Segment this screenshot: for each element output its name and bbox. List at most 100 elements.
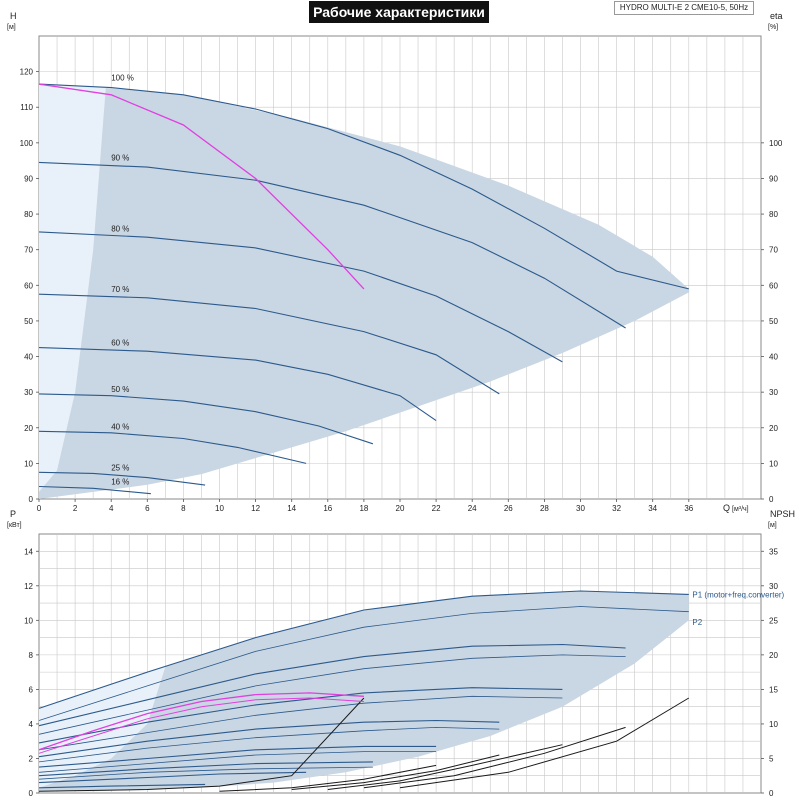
y-tick-label: 0 xyxy=(29,495,34,504)
y-tick-label: 60 xyxy=(24,281,33,290)
p1-curve xyxy=(38,719,500,758)
y-right-tick-label: 90 xyxy=(769,174,778,183)
x-tick-label: 28 xyxy=(540,504,549,513)
series-label: P2 xyxy=(692,618,702,627)
x-tick-label: 8 xyxy=(181,504,186,513)
y-right-axis-unit: [%] xyxy=(768,24,778,31)
p1-curve xyxy=(38,590,689,709)
y-right-tick-label: 15 xyxy=(769,685,778,694)
operating-range-band xyxy=(39,84,689,499)
speed-label: 50 % xyxy=(111,385,129,394)
npsh-curve xyxy=(291,754,500,790)
x-tick-label: 22 xyxy=(432,504,441,513)
y-right-tick-label: 100 xyxy=(769,139,783,148)
speed-label: 90 % xyxy=(111,153,129,162)
speed-label: 40 % xyxy=(111,422,129,431)
x-tick-label: 34 xyxy=(648,504,657,513)
y-right-tick-label: 35 xyxy=(769,547,778,556)
x-tick-label: 26 xyxy=(504,504,513,513)
y-right-axis-label: NPSH xyxy=(770,509,795,519)
x-axis-unit: [м³/ч] xyxy=(732,506,749,513)
y-tick-label: 0 xyxy=(29,789,34,798)
y-tick-label: 12 xyxy=(24,582,33,591)
y-right-tick-label: 70 xyxy=(769,246,778,255)
series-label: P1 (motor+freq.converter) xyxy=(692,590,784,599)
y-tick-label: 2 xyxy=(29,754,34,763)
y-right-tick-label: 30 xyxy=(769,388,778,397)
low-flow-region xyxy=(39,84,106,492)
y-tick-label: 100 xyxy=(20,139,34,148)
y-tick-label: 110 xyxy=(20,103,33,112)
y-right-tick-label: 25 xyxy=(769,616,778,625)
x-tick-label: 6 xyxy=(145,504,150,513)
x-tick-label: 24 xyxy=(468,504,477,513)
p2-curve xyxy=(38,766,373,780)
x-tick-label: 16 xyxy=(323,504,332,513)
x-tick-label: 2 xyxy=(73,504,78,513)
y-right-tick-label: 50 xyxy=(769,317,778,326)
head-curve xyxy=(38,347,437,422)
y-axis-unit: [м] xyxy=(7,24,16,31)
p2-curve xyxy=(38,726,500,763)
head-curve xyxy=(38,231,563,363)
y-axis-label: P xyxy=(10,509,16,519)
x-tick-label: 10 xyxy=(215,504,224,513)
y-right-axis-label: eta xyxy=(770,11,783,21)
y-axis-label: H xyxy=(10,11,17,21)
y-tick-label: 10 xyxy=(24,459,33,468)
x-tick-label: 0 xyxy=(37,504,42,513)
p1-curve xyxy=(38,643,626,727)
x-tick-label: 30 xyxy=(576,504,585,513)
speed-label: 100 % xyxy=(111,73,134,82)
y-tick-label: 50 xyxy=(24,317,33,326)
p1-curve xyxy=(38,771,307,784)
y-axis-unit: [кВт] xyxy=(7,522,22,529)
x-tick-label: 14 xyxy=(287,504,296,513)
npsh-curve xyxy=(327,744,563,790)
y-right-tick-label: 30 xyxy=(769,582,778,591)
y-right-axis-unit: [м] xyxy=(768,522,777,529)
y-tick-label: 120 xyxy=(20,68,34,77)
npsh-curve xyxy=(399,697,690,789)
y-tick-label: 30 xyxy=(24,388,33,397)
p1-curve xyxy=(38,761,373,777)
y-right-tick-label: 20 xyxy=(769,424,778,433)
head-curve xyxy=(38,83,689,290)
y-right-tick-label: 60 xyxy=(769,281,778,290)
x-tick-label: 4 xyxy=(109,504,114,513)
x-tick-label: 18 xyxy=(359,504,368,513)
duty-curve-p2 xyxy=(38,697,364,754)
p1-curve xyxy=(38,745,437,768)
speed-label: 70 % xyxy=(111,285,129,294)
p2-curve xyxy=(38,606,689,721)
x-tick-label: 20 xyxy=(396,504,405,513)
x-axis-label: Q xyxy=(723,503,730,513)
y-right-tick-label: 20 xyxy=(769,651,778,660)
p2-curve xyxy=(38,654,626,735)
x-tick-label: 32 xyxy=(612,504,621,513)
npsh-curve xyxy=(219,764,437,792)
speed-label: 60 % xyxy=(111,339,129,348)
head-curve xyxy=(38,430,307,464)
head-curve xyxy=(38,161,626,329)
head-curve xyxy=(38,293,500,395)
npsh-curve xyxy=(38,697,365,792)
p2-curve xyxy=(38,695,563,751)
p2-curve xyxy=(38,751,437,773)
speed-label: 16 % xyxy=(111,478,129,487)
head-chart: 0102030405060708090100110120010203040506… xyxy=(7,11,783,513)
y-tick-label: 70 xyxy=(24,246,33,255)
y-tick-label: 14 xyxy=(24,547,33,556)
power-chart: 0 2 4 6 8 10 12 14 0 5 10 15 20 25 30 35 P [кВт] NPSH [м] P1… xyxy=(7,509,795,798)
y-right-tick-label: 10 xyxy=(769,459,778,468)
y-tick-label: 80 xyxy=(24,210,33,219)
speed-label: 25 % xyxy=(111,463,129,472)
head-curve xyxy=(38,393,374,445)
npsh-curve xyxy=(363,726,626,789)
chart-title: Рабочие характеристики xyxy=(309,1,489,23)
y-right-tick-label: 10 xyxy=(769,720,778,729)
operating-range-band xyxy=(39,591,689,792)
y-right-tick-label: 40 xyxy=(769,353,778,362)
